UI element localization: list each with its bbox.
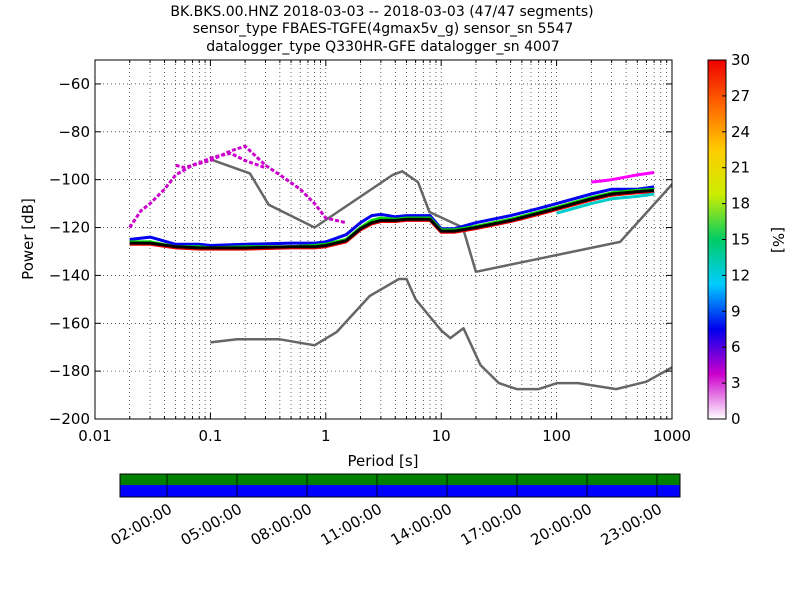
coverage-time-label: 20:00:00 xyxy=(528,500,595,549)
x-tick-label: 10 xyxy=(432,427,451,445)
colorbar-tick-label: 18 xyxy=(731,195,750,213)
coverage-time-label: 02:00:00 xyxy=(108,500,175,549)
y-tick-label: −140 xyxy=(49,266,90,284)
colorbar-ticks: 0 3 6 9 12 15 18 21 24 27 30 xyxy=(722,51,750,428)
series-group xyxy=(128,144,672,391)
x-tick-label: 0.1 xyxy=(198,427,222,445)
ppsd-series-line xyxy=(591,171,655,184)
y-tick-label: −200 xyxy=(49,410,90,428)
coverage-time-label: 11:00:00 xyxy=(318,500,385,549)
y-tick-label: −120 xyxy=(49,219,90,237)
x-axis-label: Period [s] xyxy=(347,452,418,470)
ppsd-series-line xyxy=(128,144,347,229)
plot-area xyxy=(95,60,672,419)
colorbar-tick-label: 12 xyxy=(731,266,750,284)
colorbar-tick-label: 15 xyxy=(731,231,750,249)
colorbar-label: [%] xyxy=(769,227,787,253)
noise-model-line xyxy=(209,158,672,274)
y-axis-label: Power [dB] xyxy=(19,198,37,280)
colorbar-tick-label: 21 xyxy=(731,159,750,177)
noise-model-line xyxy=(210,277,672,391)
chart-title-line-1: BK.BKS.00.HNZ 2018-03-03 -- 2018-03-03 (… xyxy=(170,4,593,20)
y-axis: −60 −80 −100 −120 −140 −160 −180 −200 xyxy=(49,75,672,428)
y-tick-label: −80 xyxy=(58,123,90,141)
x-tick-label: 1000 xyxy=(653,427,691,445)
coverage-time-label: 08:00:00 xyxy=(248,500,315,549)
ppsd-series-line xyxy=(556,192,655,215)
ppsd-series-line xyxy=(129,188,655,250)
coverage-time-label: 23:00:00 xyxy=(598,500,665,549)
y-tick-label: −180 xyxy=(49,362,90,380)
x-tick-label: 1 xyxy=(321,427,331,445)
x-tick-label: 100 xyxy=(542,427,571,445)
coverage-frame xyxy=(119,473,681,498)
coverage-time-label: 17:00:00 xyxy=(458,500,525,549)
coverage-time-label: 05:00:00 xyxy=(178,500,245,549)
colorbar-tick-label: 6 xyxy=(731,338,741,356)
coverage-bar-top xyxy=(120,474,680,485)
colorbar-tick-label: 9 xyxy=(731,302,741,320)
colorbar-tick-label: 0 xyxy=(731,410,741,428)
chart-title-line-3: datalogger_type Q330HR-GFE datalogger_sn… xyxy=(206,39,559,55)
y-tick-label: −100 xyxy=(49,171,90,189)
y-tick-label: −60 xyxy=(58,75,90,93)
plot-frame xyxy=(94,59,673,420)
colorbar-tick-label: 30 xyxy=(731,51,750,69)
colorbar-tick-label: 27 xyxy=(731,87,750,105)
y-tick-label: −160 xyxy=(49,314,90,332)
chart-title-line-2: sensor_type FBAES-TGFE(4gmax5v_g) sensor… xyxy=(193,21,574,37)
coverage-time-label: 14:00:00 xyxy=(388,500,455,549)
coverage-bar-bottom xyxy=(120,485,680,497)
colorbar-tick-label: 24 xyxy=(731,123,750,141)
ppsd-series-line xyxy=(129,185,655,247)
colorbar-tick-label: 3 xyxy=(731,374,741,392)
x-axis: 0.01 0.1 1 10 100 1000 xyxy=(78,60,691,445)
x-tick-label: 0.01 xyxy=(78,427,111,445)
